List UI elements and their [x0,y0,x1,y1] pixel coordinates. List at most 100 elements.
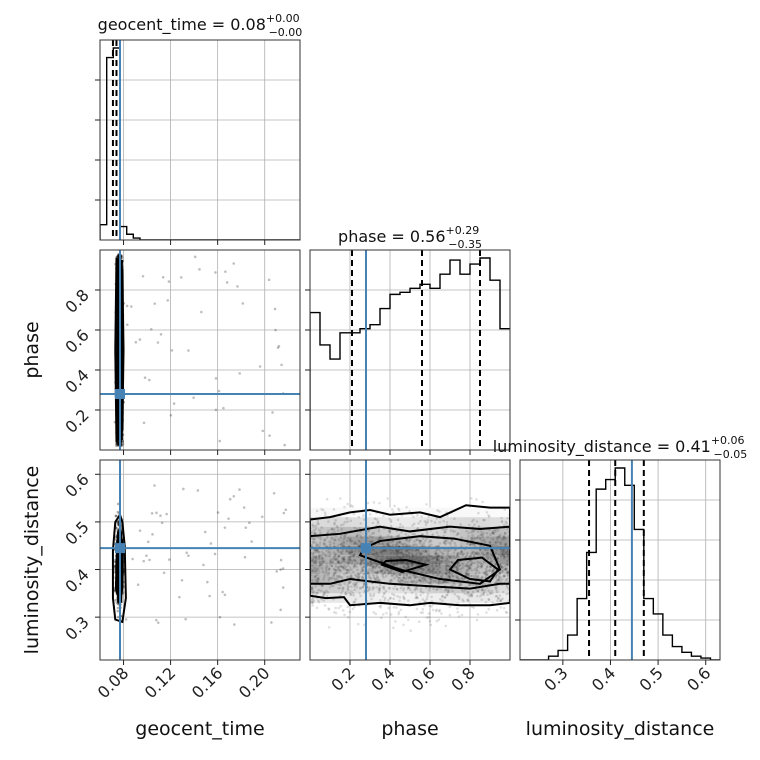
sample-point [313,537,317,541]
density-cell [390,545,400,556]
sample-point [489,565,492,568]
sample-point [456,553,460,556]
sample-point [314,562,317,566]
sample-point [357,544,360,548]
sample-point [456,575,459,579]
sample-point [477,553,481,556]
sample-point [338,562,341,565]
sample-point [377,562,381,566]
sample-point [481,535,484,539]
sample-point [467,599,470,603]
sample-point [378,569,382,573]
sample-point [397,612,400,616]
sample-point [491,569,494,572]
sample-point [506,527,509,531]
sample-point [179,276,183,279]
sample-point [261,429,265,433]
sample-point [336,577,339,580]
sample-point [232,262,236,265]
sample-point [404,532,408,536]
sample-point [209,542,213,545]
sample-point [411,555,414,559]
sample-point [344,591,348,594]
sample-point [473,536,476,540]
sample-point [446,541,450,544]
sample-point [420,552,423,556]
sample-point [340,552,344,555]
sample-point [476,536,479,540]
sample-point [475,520,479,523]
sample-point [353,542,356,546]
density-cell [480,593,490,603]
sample-point [342,567,346,571]
sample-point [311,568,314,572]
sample-point [397,507,400,511]
panel-frame [99,249,301,451]
sample-point [499,599,502,603]
sample-point [362,514,365,517]
sample-point [431,565,434,568]
sample-point [165,512,168,516]
sample-point [371,562,374,566]
sample-point [203,530,207,534]
sample-point [435,548,439,552]
sample-point [446,549,449,553]
sample-point [472,555,476,558]
sample-point [430,519,433,523]
sample-point [116,587,120,591]
sample-point [483,588,487,592]
sample-point [344,568,348,571]
sample-point [336,556,339,559]
sample-point [494,581,498,584]
density-cell [450,574,460,584]
sample-point [315,591,319,595]
sample-point [337,554,341,558]
sample-point [445,562,448,565]
sample-point [506,552,510,555]
density-cell [340,555,350,565]
sample-point [385,568,388,571]
sample-point [483,571,487,575]
sample-point [428,539,432,542]
sample-point [489,565,492,569]
xlabel-geocent-time: geocent_time [135,718,264,740]
sample-point [399,561,403,564]
density-cell [340,564,350,575]
sample-point [310,585,314,589]
sample-point [475,566,479,570]
sample-point [432,567,435,571]
sample-point [440,556,444,559]
x-tick-label: 0.4 [588,663,619,694]
density-cell [490,593,500,603]
sample-point [271,411,274,414]
sample-point [425,537,428,540]
sample-point [343,534,346,538]
density-cell [420,574,430,584]
density-cell [440,526,450,537]
sample-point [407,576,411,580]
sample-point [396,573,399,577]
sample-point [344,592,347,596]
sample-point [457,615,461,618]
sample-point [376,576,379,580]
sample-point [402,586,406,590]
sample-point [327,578,331,582]
sample-point [488,541,492,545]
sample-point [361,568,364,571]
density-cell [440,545,450,556]
sample-point [397,544,401,548]
sample-point [431,608,435,612]
sample-point [114,514,118,518]
sample-point [312,540,315,543]
density-cell [340,517,350,527]
density-cell [340,574,350,584]
sample-point [334,571,337,575]
sample-point [372,576,376,580]
sample-point [330,528,334,531]
sample-point [348,561,351,565]
sample-point [505,550,509,554]
sample-point [443,541,447,545]
sample-point [336,567,340,571]
sample-point [432,556,435,560]
plot-area [100,250,300,450]
